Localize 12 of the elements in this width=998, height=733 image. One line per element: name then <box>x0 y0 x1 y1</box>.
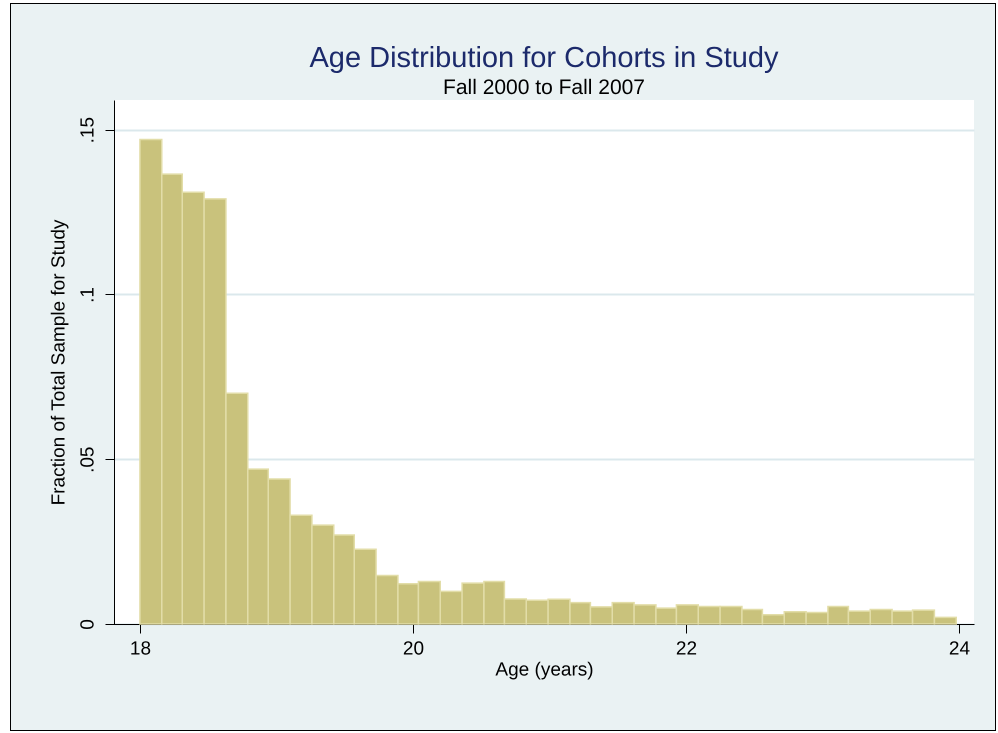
x-tick-label: 18 <box>130 638 152 660</box>
y-tick-label: 0 <box>78 619 98 630</box>
y-tick-label: .15 <box>78 116 98 144</box>
x-tick-label: 24 <box>948 638 970 660</box>
y-axis-title: Fraction of Total Sample for Study <box>48 219 70 506</box>
chart-title: Age Distribution for Cohorts in Study <box>309 42 780 74</box>
x-tick-label: 20 <box>402 638 424 660</box>
y-tick-label: .1 <box>78 287 98 303</box>
x-tick-label: 22 <box>676 638 698 660</box>
y-tick-label: .05 <box>78 446 98 473</box>
x-axis-title: Age (years) <box>495 660 594 680</box>
chart-subtitle: Fall 2000 to Fall 2007 <box>443 76 645 99</box>
